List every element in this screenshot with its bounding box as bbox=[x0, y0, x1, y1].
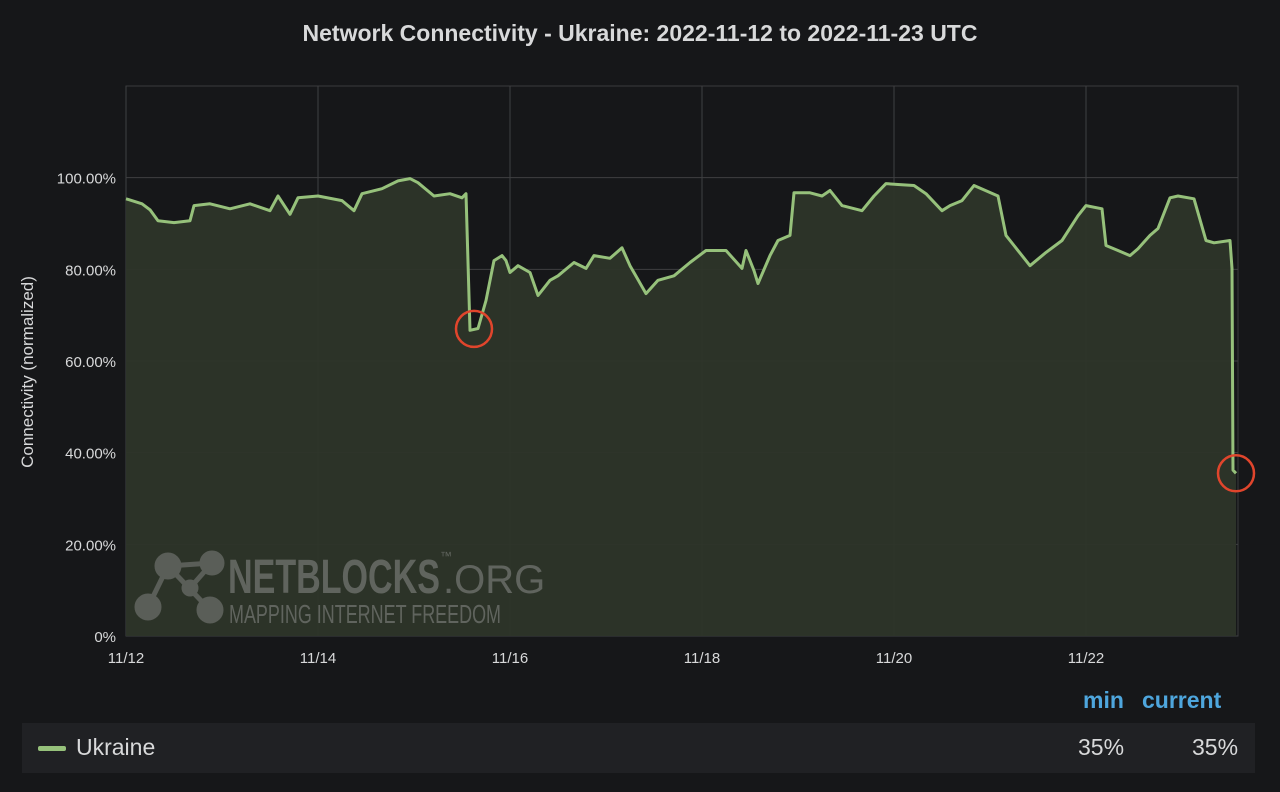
y-tick-label: 20.00% bbox=[65, 537, 116, 554]
y-axis-label: Connectivity (normalized) bbox=[18, 276, 37, 468]
netblocks-logo-icon bbox=[134, 550, 225, 624]
watermark-tm: ™ bbox=[440, 549, 452, 563]
series-area-ukraine bbox=[126, 178, 1236, 636]
legend-header-current[interactable]: current bbox=[1142, 687, 1222, 713]
y-tick-label: 0% bbox=[94, 629, 116, 646]
legend-min-value: 35% bbox=[1078, 734, 1125, 760]
watermark-tagline: MAPPING INTERNET FREEDOM bbox=[229, 599, 501, 629]
x-tick-label: 11/12 bbox=[108, 650, 144, 667]
chart-title: Network Connectivity - Ukraine: 2022-11-… bbox=[302, 20, 978, 46]
y-tick-label: 100.00% bbox=[57, 171, 116, 188]
legend-current-value: 35% bbox=[1192, 734, 1239, 760]
y-tick-label: 80.00% bbox=[65, 262, 116, 279]
y-tick-label: 40.00% bbox=[65, 446, 116, 463]
x-tick-label: 11/22 bbox=[1068, 650, 1104, 667]
annotation-circle bbox=[454, 309, 494, 349]
annotation-circle bbox=[1216, 454, 1256, 493]
x-tick-label: 11/14 bbox=[300, 650, 336, 667]
x-tick-label: 11/18 bbox=[684, 650, 720, 667]
x-tick-label: 11/20 bbox=[876, 650, 912, 667]
connectivity-chart: NETBLOCKS .ORG ™ MAPPING INTERNET FREEDO… bbox=[18, 85, 1256, 667]
legend: Ukraine 35% 35% bbox=[22, 723, 1255, 773]
watermark-brand: NETBLOCKS bbox=[228, 551, 440, 604]
annotations bbox=[454, 309, 1256, 493]
y-tick-label: 60.00% bbox=[65, 354, 116, 371]
legend-header-min[interactable]: min bbox=[1083, 687, 1124, 713]
legend-swatch bbox=[38, 746, 66, 751]
watermark-suffix: .ORG bbox=[443, 558, 545, 602]
axis-ticks: 0% 20.00% 40.00% 60.00% 80.00% 100.00% 11/12 11… bbox=[57, 171, 1104, 667]
series-line-ukraine bbox=[125, 177, 1238, 475]
netblocks-watermark: NETBLOCKS .ORG ™ MAPPING INTERNET FREEDO… bbox=[134, 549, 545, 629]
x-tick-label: 11/16 bbox=[492, 650, 528, 667]
legend-series-name: Ukraine bbox=[76, 734, 156, 760]
